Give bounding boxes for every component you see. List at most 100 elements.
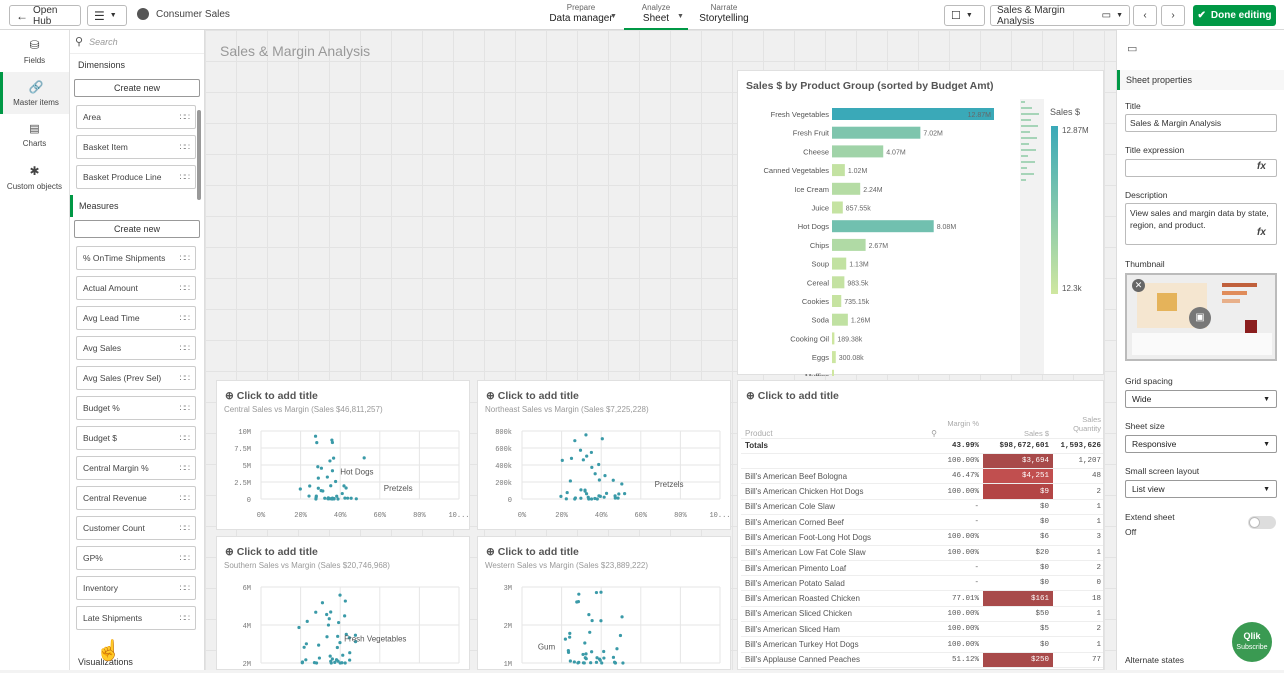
bar[interactable] [832, 276, 845, 289]
measure-item[interactable]: Central Revenue ∷∷ [76, 486, 196, 510]
scatter-point[interactable] [330, 438, 334, 442]
nav-charts[interactable]: ▤ Charts [0, 114, 69, 156]
visualizations-header[interactable]: Visualizations [78, 657, 133, 667]
scatter-point[interactable] [565, 490, 569, 495]
scatter-point[interactable] [600, 661, 604, 665]
scatter-point[interactable] [602, 656, 606, 660]
scatter-point[interactable] [343, 599, 347, 603]
scatter-point[interactable] [348, 651, 352, 655]
measure-item[interactable]: Late Shipments ∷∷ [76, 606, 196, 630]
scatter-point[interactable] [581, 661, 586, 665]
small-screen-select[interactable]: List view ▼ [1125, 480, 1277, 498]
scatter-point[interactable] [585, 454, 589, 458]
nav-master-items[interactable]: 🔗 Master items [0, 72, 69, 114]
drag-handle-icon[interactable]: ∷∷ [179, 141, 191, 152]
scatter-point[interactable] [568, 479, 572, 483]
subscribe-badge[interactable]: Qlik Subscribe [1232, 622, 1272, 662]
scatter-point[interactable] [329, 610, 333, 614]
create-dimension-button[interactable]: Create new [74, 79, 200, 97]
scatter-point[interactable] [602, 649, 606, 654]
scatter-point[interactable] [326, 623, 331, 627]
drag-handle-icon[interactable]: ∷∷ [179, 171, 191, 182]
scatter-point[interactable] [569, 456, 574, 460]
title-expression-input[interactable] [1125, 159, 1277, 177]
measure-item[interactable]: % OnTime Shipments ∷∷ [76, 246, 196, 270]
alternate-states-header[interactable]: Alternate states [1125, 655, 1185, 665]
scatter-point[interactable] [330, 657, 334, 661]
next-sheet-button[interactable]: › [1161, 5, 1185, 26]
measure-item[interactable]: Avg Sales (Prev Sel) ∷∷ [76, 366, 196, 390]
scatter-point[interactable] [316, 465, 320, 469]
scatter-point[interactable] [340, 491, 344, 496]
bar[interactable] [832, 295, 842, 307]
scatter-point[interactable] [560, 458, 564, 462]
table-row[interactable]: Bill's Applause Canned Peaches 51.12% $250… [741, 652, 1103, 668]
table-row[interactable]: Bill's American Sliced Ham 100.00% $5 2 [741, 621, 1103, 638]
chevron-down-icon[interactable]: ▼ [610, 13, 617, 20]
scatter-point[interactable] [297, 625, 301, 630]
scatter-point[interactable] [325, 612, 329, 617]
scatter-point[interactable] [613, 494, 617, 498]
scatter-point[interactable] [329, 484, 333, 488]
dimension-item[interactable]: Basket Produce Line ∷∷ [76, 165, 196, 189]
nav-fields[interactable]: ⛁ Fields [0, 30, 69, 72]
scatter-point[interactable] [603, 474, 607, 478]
title-input[interactable]: Sales & Margin Analysis [1125, 114, 1277, 132]
drag-handle-icon[interactable]: ∷∷ [179, 552, 191, 563]
table-row[interactable]: Bill's American Turkey Hot Dogs 100.00% $0… [741, 636, 1103, 653]
measure-item[interactable]: Budget $ ∷∷ [76, 426, 196, 450]
scatter-point[interactable] [330, 440, 335, 445]
scatter-point[interactable] [298, 487, 302, 491]
scatter-point[interactable] [316, 476, 320, 480]
drag-handle-icon[interactable]: ∷∷ [179, 342, 191, 353]
measure-item[interactable]: Actual Amount ∷∷ [76, 276, 196, 300]
scatter-point[interactable] [577, 592, 581, 596]
search-box[interactable]: ⚲ Search [70, 30, 204, 54]
drag-handle-icon[interactable]: ∷∷ [179, 312, 191, 323]
drag-handle-icon[interactable]: ∷∷ [179, 282, 191, 293]
scatter-point[interactable] [617, 492, 621, 496]
scatter-point[interactable] [573, 439, 577, 443]
col-qty[interactable]: Sales Quantity [1053, 410, 1103, 439]
scatter-point[interactable] [568, 631, 572, 635]
bar[interactable] [832, 145, 884, 158]
scatter-point[interactable] [330, 469, 335, 473]
scatter-point[interactable] [313, 434, 318, 438]
scatter-point[interactable] [325, 635, 329, 639]
scatter-point[interactable] [588, 630, 592, 634]
scatter-point[interactable] [590, 618, 594, 623]
scatter-point[interactable] [353, 640, 358, 644]
sheet-title[interactable]: Sales & Margin Analysis [220, 43, 371, 59]
scatter-point[interactable] [325, 475, 329, 479]
scatter-point[interactable] [354, 497, 358, 501]
scatter-point[interactable] [314, 610, 318, 614]
scatter-point[interactable] [572, 660, 576, 664]
global-menu-button[interactable]: ☰ ▼ [87, 5, 127, 26]
scatter-point[interactable] [319, 466, 324, 470]
scatter-point[interactable] [316, 486, 320, 490]
scatter-point[interactable] [314, 494, 318, 498]
scatter-point[interactable] [577, 660, 581, 664]
scatter-point[interactable] [341, 653, 345, 657]
scatter-point[interactable] [312, 661, 317, 665]
bar[interactable] [832, 108, 994, 120]
table-row[interactable]: Bill's American Potato Salad - $0 0 [741, 575, 1103, 592]
drag-handle-icon[interactable]: ∷∷ [179, 111, 191, 122]
scatter-point[interactable] [308, 484, 312, 488]
scatter-point[interactable] [343, 661, 347, 665]
scatter-point[interactable] [615, 647, 619, 651]
table-row[interactable]: Bill's American Pimento Loaf - $0 2 [741, 560, 1103, 577]
scatter-point[interactable] [611, 478, 615, 482]
measure-item[interactable]: Avg Lead Time ∷∷ [76, 306, 196, 330]
scatter-point[interactable] [326, 496, 330, 500]
scatter-point[interactable] [568, 635, 572, 639]
scatter-point[interactable] [563, 637, 567, 641]
drag-handle-icon[interactable]: ∷∷ [179, 582, 191, 593]
scatter-point[interactable] [323, 496, 327, 500]
sheet-properties-header[interactable]: Sheet properties [1117, 70, 1284, 90]
scatter-point[interactable] [564, 497, 568, 501]
scatter-point[interactable] [321, 489, 325, 493]
table-row[interactable]: Bill's American Beef Bologna 46.47% $4,251… [741, 468, 1103, 485]
bookmark-button[interactable]: ☐ ▼ [944, 5, 985, 26]
scatter-point[interactable] [568, 659, 572, 663]
